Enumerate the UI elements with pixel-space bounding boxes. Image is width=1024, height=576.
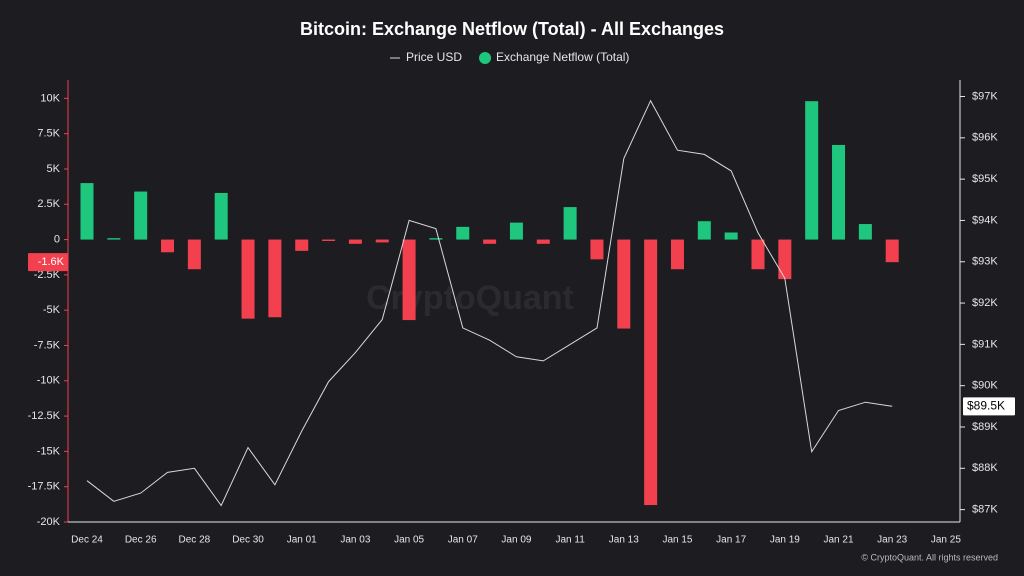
y2-tick-label: $92K (972, 297, 998, 309)
bar (80, 183, 94, 240)
bar (241, 239, 255, 319)
value-label-box (28, 253, 68, 272)
bar (858, 224, 872, 240)
bar (348, 239, 362, 244)
x-tick-label: Dec 30 (232, 535, 264, 546)
y-tick-label: -12.5K (28, 410, 61, 422)
x-tick-label: Jan 09 (501, 535, 531, 546)
bar (134, 191, 148, 240)
bar (832, 144, 846, 240)
y-tick-label: 5K (47, 163, 61, 175)
x-tick-label: Jan 01 (287, 535, 317, 546)
legend-label: Exchange Netflow (Total) (496, 50, 629, 64)
x-tick-label: Jan 21 (824, 535, 854, 546)
bar (778, 239, 792, 280)
footer: © CryptoQuant. All rights reserved (861, 552, 998, 562)
bar (509, 222, 523, 240)
y2-tick-label: $94K (972, 214, 998, 226)
y2-tick-label: $89K (972, 421, 998, 433)
y2-tick-label: $96K (972, 132, 998, 144)
bar (214, 192, 228, 240)
y-tick-label: -20K (37, 516, 61, 528)
y2-tick-label: $88K (972, 462, 998, 474)
bar (805, 101, 819, 240)
value-label-box (963, 397, 1015, 416)
bar (536, 239, 550, 244)
y-tick-label: -5K (43, 304, 61, 316)
bar (161, 239, 175, 253)
bar (107, 238, 121, 240)
y-tick-label: -10K (37, 375, 61, 387)
bar (751, 239, 765, 270)
bar (456, 226, 470, 240)
y-tick-label: 0 (54, 233, 60, 245)
y2-tick-label: $90K (972, 380, 998, 392)
y-tick-label: -2.5K (34, 269, 61, 281)
y-tick-label: -17.5K (28, 481, 61, 493)
bar (375, 239, 389, 243)
x-tick-label: Jan 23 (877, 535, 907, 546)
y2-tick-label: $97K (972, 90, 998, 102)
y-tick-label: -15K (37, 445, 61, 457)
x-tick-label: Jan 07 (448, 535, 478, 546)
price-line (86, 99, 893, 507)
y2-tick-label: $95K (972, 173, 998, 185)
bar (295, 239, 309, 251)
y-tick-label: -7.5K (34, 339, 61, 351)
bar (187, 239, 201, 270)
bar (322, 239, 336, 241)
legend-label: Price USD (406, 50, 462, 64)
bar (483, 239, 497, 244)
bar (590, 239, 604, 260)
x-tick-label: Jan 13 (609, 535, 639, 546)
y-tick-label: 10K (40, 92, 60, 104)
x-tick-label: Jan 25 (931, 535, 961, 546)
bar (697, 221, 711, 240)
value-label: -1.6K (38, 256, 65, 268)
bar (670, 239, 684, 270)
bar (885, 239, 899, 263)
bar (268, 239, 282, 318)
y-tick-label: 7.5K (37, 128, 60, 140)
value-label: $89.5K (967, 399, 1005, 413)
watermark: CryptoQuant (366, 279, 574, 317)
x-tick-label: Dec 28 (179, 535, 211, 546)
y2-tick-label: $91K (972, 338, 998, 350)
bar (644, 239, 658, 506)
x-tick-label: Jan 05 (394, 535, 424, 546)
legend-swatch (479, 52, 492, 64)
bar (724, 232, 738, 240)
bar (617, 239, 631, 329)
bar (429, 238, 443, 240)
x-tick-label: Dec 24 (71, 535, 103, 546)
bar (563, 207, 577, 240)
y-tick-label: 2.5K (37, 198, 60, 210)
x-tick-label: Jan 03 (340, 535, 370, 546)
y2-tick-label: $93K (972, 256, 998, 268)
bar (402, 239, 416, 321)
x-tick-label: Dec 26 (125, 535, 157, 546)
chart-title: Bitcoin: Exchange Netflow (Total) - All … (300, 19, 724, 39)
x-tick-label: Jan 15 (662, 535, 692, 546)
y2-tick-label: $87K (972, 504, 998, 516)
x-tick-label: Jan 11 (555, 535, 585, 546)
x-tick-label: Jan 17 (716, 535, 746, 546)
x-tick-label: Jan 19 (770, 535, 800, 546)
